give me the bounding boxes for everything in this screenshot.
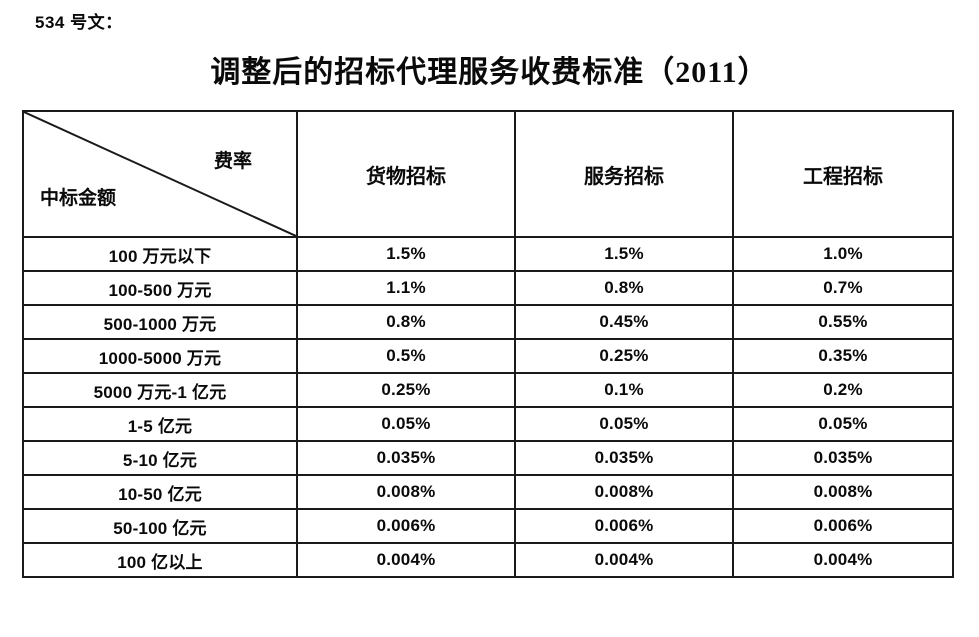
table-row: 5-10 亿元 0.035% 0.035% 0.035% bbox=[22, 440, 954, 476]
row-label-amount-range: 1-5 亿元 bbox=[22, 406, 298, 442]
row-label-amount-range: 50-100 亿元 bbox=[22, 508, 298, 544]
rate-value-cell: 0.45% bbox=[514, 304, 734, 340]
rate-value-cell: 0.006% bbox=[296, 508, 516, 544]
rate-value-cell: 1.5% bbox=[514, 236, 734, 272]
rate-value-cell: 0.2% bbox=[732, 372, 954, 408]
table-row: 100 万元以下 1.5% 1.5% 1.0% bbox=[22, 236, 954, 272]
table-row: 100-500 万元 1.1% 0.8% 0.7% bbox=[22, 270, 954, 306]
row-label-amount-range: 5-10 亿元 bbox=[22, 440, 298, 476]
table-row: 500-1000 万元 0.8% 0.45% 0.55% bbox=[22, 304, 954, 340]
rate-value-cell: 0.5% bbox=[296, 338, 516, 374]
corner-label-rate: 费率 bbox=[213, 151, 252, 172]
rate-value-cell: 0.1% bbox=[514, 372, 734, 408]
corner-label-bid-amount: 中标金额 bbox=[40, 188, 117, 209]
rate-value-cell: 0.004% bbox=[296, 542, 516, 578]
rate-value-cell: 0.006% bbox=[514, 508, 734, 544]
rate-value-cell: 0.05% bbox=[514, 406, 734, 442]
row-label-amount-range: 100-500 万元 bbox=[22, 270, 298, 306]
rate-value-cell: 0.008% bbox=[296, 474, 516, 510]
rate-value-cell: 0.05% bbox=[296, 406, 516, 442]
rate-value-cell: 0.004% bbox=[514, 542, 734, 578]
row-label-amount-range: 1000-5000 万元 bbox=[22, 338, 298, 374]
corner-header-cell: 费率 中标金额 bbox=[22, 110, 298, 238]
rate-value-cell: 0.035% bbox=[732, 440, 954, 476]
rate-value-cell: 0.25% bbox=[296, 372, 516, 408]
table-row: 1-5 亿元 0.05% 0.05% 0.05% bbox=[22, 406, 954, 442]
table-body: 100 万元以下 1.5% 1.5% 1.0% 100-500 万元 1.1% 0.8% 0.… bbox=[22, 236, 954, 578]
table-header-row: 费率 中标金额 货物招标 服务招标 工程招标 bbox=[22, 110, 954, 238]
table-row: 10-50 亿元 0.008% 0.008% 0.008% bbox=[22, 474, 954, 510]
table-row: 100 亿以上 0.004% 0.004% 0.004% bbox=[22, 542, 954, 578]
rate-value-cell: 0.35% bbox=[732, 338, 954, 374]
rate-value-cell: 0.035% bbox=[514, 440, 734, 476]
rate-value-cell: 0.25% bbox=[514, 338, 734, 374]
row-label-amount-range: 100 亿以上 bbox=[22, 542, 298, 578]
document-page: 534 号文： 调整后的招标代理服务收费标准（2011） 费率 中标金额 货物招… bbox=[0, 8, 979, 637]
page-title: 调整后的招标代理服务收费标准（2011） bbox=[210, 56, 769, 89]
row-label-amount-range: 10-50 亿元 bbox=[22, 474, 298, 510]
row-label-amount-range: 5000 万元-1 亿元 bbox=[22, 372, 298, 408]
row-label-amount-range: 500-1000 万元 bbox=[22, 304, 298, 340]
rate-value-cell: 0.006% bbox=[732, 508, 954, 544]
rate-value-cell: 0.05% bbox=[732, 406, 954, 442]
rate-value-cell: 1.0% bbox=[732, 236, 954, 272]
table-row: 1000-5000 万元 0.5% 0.25% 0.35% bbox=[22, 338, 954, 374]
table-row: 50-100 亿元 0.006% 0.006% 0.006% bbox=[22, 508, 954, 544]
rate-value-cell: 0.7% bbox=[732, 270, 954, 306]
diagonal-divider-line bbox=[24, 112, 296, 236]
column-header-goods: 货物招标 bbox=[296, 110, 516, 238]
rate-value-cell: 0.035% bbox=[296, 440, 516, 476]
document-ref-label: 534 号文： bbox=[35, 13, 123, 32]
row-label-amount-range: 100 万元以下 bbox=[22, 236, 298, 272]
rate-value-cell: 0.008% bbox=[514, 474, 734, 510]
fee-rate-table: 费率 中标金额 货物招标 服务招标 工程招标 100 万元以下 1.5% 1.5% 1… bbox=[22, 110, 954, 578]
rate-value-cell: 0.8% bbox=[514, 270, 734, 306]
rate-value-cell: 1.1% bbox=[296, 270, 516, 306]
rate-value-cell: 0.008% bbox=[732, 474, 954, 510]
rate-value-cell: 0.55% bbox=[732, 304, 954, 340]
table-row: 5000 万元-1 亿元 0.25% 0.1% 0.2% bbox=[22, 372, 954, 408]
column-header-engineering: 工程招标 bbox=[732, 110, 954, 238]
rate-value-cell: 0.004% bbox=[732, 542, 954, 578]
rate-value-cell: 1.5% bbox=[296, 236, 516, 272]
column-header-services: 服务招标 bbox=[514, 110, 734, 238]
rate-value-cell: 0.8% bbox=[296, 304, 516, 340]
